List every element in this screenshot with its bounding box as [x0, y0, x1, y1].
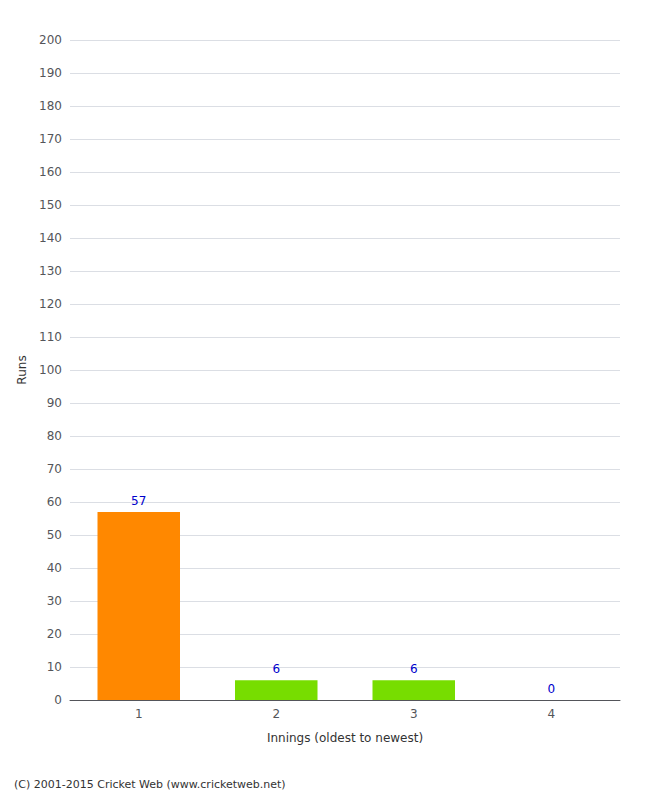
svg-text:50: 50: [47, 528, 62, 542]
svg-text:70: 70: [47, 462, 62, 476]
svg-text:3: 3: [410, 707, 418, 721]
svg-text:Runs: Runs: [15, 355, 29, 384]
svg-text:4: 4: [547, 707, 555, 721]
svg-text:150: 150: [39, 198, 62, 212]
svg-text:80: 80: [47, 429, 62, 443]
svg-text:40: 40: [47, 561, 62, 575]
svg-text:110: 110: [39, 330, 62, 344]
svg-text:30: 30: [47, 594, 62, 608]
svg-text:120: 120: [39, 297, 62, 311]
svg-text:130: 130: [39, 264, 62, 278]
svg-text:Innings (oldest to newest): Innings (oldest to newest): [267, 731, 423, 745]
svg-text:100: 100: [39, 363, 62, 377]
svg-text:170: 170: [39, 132, 62, 146]
svg-text:(C) 2001-2015 Cricket Web (www: (C) 2001-2015 Cricket Web (www.cricketwe…: [14, 778, 286, 791]
svg-text:6: 6: [410, 662, 418, 676]
svg-text:200: 200: [39, 33, 62, 47]
svg-text:20: 20: [47, 627, 62, 641]
svg-text:2: 2: [272, 707, 280, 721]
svg-text:140: 140: [39, 231, 62, 245]
svg-text:1: 1: [135, 707, 143, 721]
svg-text:60: 60: [47, 495, 62, 509]
svg-text:10: 10: [47, 660, 62, 674]
svg-text:0: 0: [54, 693, 62, 707]
svg-text:190: 190: [39, 66, 62, 80]
svg-text:90: 90: [47, 396, 62, 410]
svg-text:160: 160: [39, 165, 62, 179]
svg-text:57: 57: [131, 494, 146, 508]
svg-text:6: 6: [272, 662, 280, 676]
svg-text:0: 0: [547, 682, 555, 696]
svg-text:180: 180: [39, 99, 62, 113]
